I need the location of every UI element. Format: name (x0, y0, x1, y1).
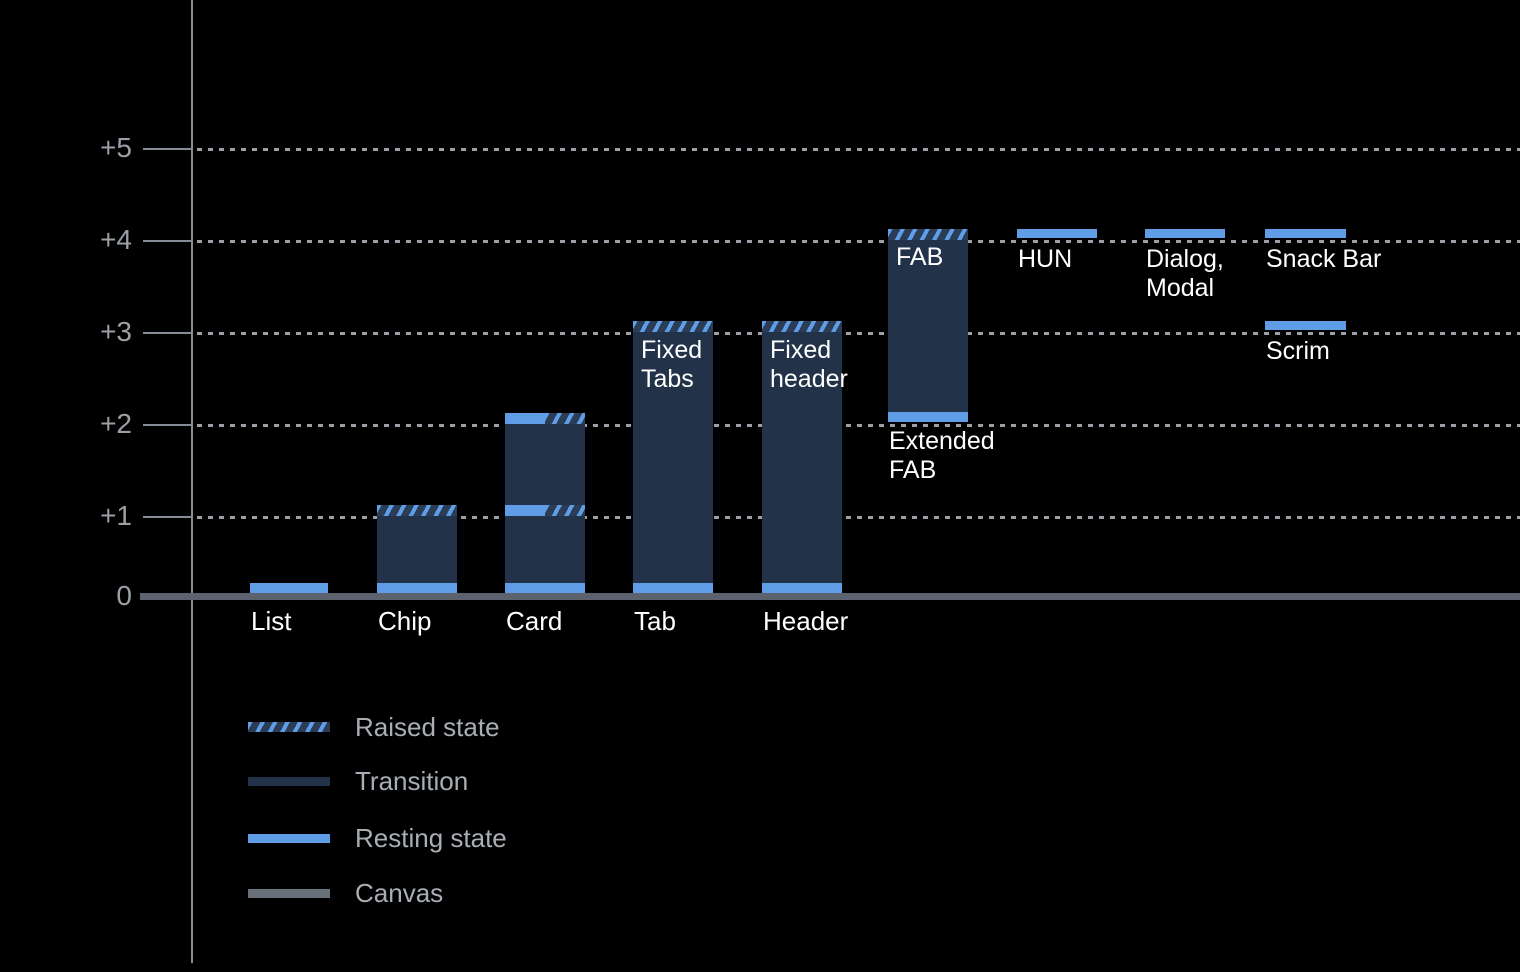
card-band-plus1 (505, 505, 585, 516)
legend-item-canvas: Canvas (248, 877, 443, 909)
gridline-plus5 (197, 148, 1520, 151)
raised-state-label: Raised state (355, 711, 500, 742)
ytick-label-plus1: +1 (100, 500, 132, 531)
dialog-modal-resting-band (1145, 229, 1225, 238)
ytick-label-zero: 0 (116, 580, 132, 611)
bar-snack-bar: Snack Bar (1265, 0, 1381, 972)
legend-item-transition: Transition (248, 765, 468, 797)
gridline-plus1 (197, 516, 1520, 519)
bar-scrim: Scrim (1265, 0, 1346, 972)
tick-plus5 (143, 148, 193, 150)
card-raised-band-plus1 (545, 505, 585, 516)
chip-raised-band (377, 505, 457, 516)
resting-state-label: Resting state (355, 822, 507, 853)
transition-swatch (248, 776, 330, 786)
header-resting-band (762, 583, 842, 593)
bar-header: Fixed header Header (762, 0, 848, 972)
fab-raised-band (888, 229, 968, 240)
ytick-label-plus5: +5 (100, 132, 132, 163)
y-axis-line (191, 0, 193, 963)
card-transition-upper (505, 424, 585, 505)
card-resting-band (505, 583, 585, 593)
hun-label: HUN (1018, 245, 1073, 273)
bar-label-card: Card (506, 606, 563, 636)
scrim-label: Scrim (1266, 337, 1330, 365)
bar-list: List (250, 0, 328, 972)
list-resting-band (250, 583, 328, 593)
tab-raised-band (633, 321, 713, 332)
legend-item-raised-state: Raised state (248, 711, 500, 743)
bar-tab: Fixed Tabs Tab (633, 0, 713, 972)
card-resting-band-plus2 (505, 413, 545, 424)
bar-chip: Chip (377, 0, 457, 972)
ytick-label-plus3: +3 (100, 316, 132, 347)
canvas-line (140, 593, 1520, 600)
resting-state-swatch (248, 833, 330, 843)
fab-label: FAB (896, 243, 944, 271)
canvas-label: Canvas (355, 877, 444, 908)
header-transition (762, 332, 842, 583)
tab-resting-band (633, 583, 713, 593)
card-transition-lower (505, 516, 585, 583)
tick-plus4 (143, 240, 193, 242)
card-raised-band-plus2 (545, 413, 585, 424)
ytick-label-plus2: +2 (100, 408, 132, 439)
bar-hun: HUN (1017, 0, 1097, 972)
bar-label-tab: Tab (634, 606, 676, 636)
raised-state-swatch (248, 722, 330, 732)
legend-item-resting-state: Resting state (248, 822, 507, 854)
tick-plus1 (143, 516, 193, 518)
tab-transition (633, 332, 713, 583)
header-raised-band (762, 321, 842, 332)
snack-bar-label: Snack Bar (1266, 245, 1382, 273)
bar-extended-fab: FAB Extended FAB (888, 0, 995, 972)
gridline-plus4 (197, 240, 1520, 243)
canvas-swatch (248, 888, 330, 898)
card-band-plus2 (505, 413, 585, 424)
transition-label: Transition (355, 765, 469, 796)
scrim-resting-band (1265, 321, 1346, 330)
bar-label-list: List (251, 606, 292, 636)
chip-transition (377, 516, 457, 583)
extended-fab-label: Extended FAB (889, 427, 995, 484)
ytick-label-plus4: +4 (100, 224, 132, 255)
fixed-header-label: Fixed header (770, 336, 848, 393)
dialog-modal-label: Dialog, Modal (1146, 245, 1224, 302)
tick-plus3 (143, 332, 193, 334)
fixed-tabs-label: Fixed Tabs (641, 336, 703, 393)
bar-label-header: Header (763, 606, 849, 636)
bar-label-chip: Chip (378, 606, 432, 636)
fab-transition (888, 240, 968, 412)
gridline-plus2 (197, 424, 1520, 427)
tick-plus2 (143, 424, 193, 426)
extended-fab-resting-band (888, 412, 968, 422)
bar-dialog-modal: Dialog, Modal (1145, 0, 1225, 972)
gridline-plus3 (197, 332, 1520, 335)
hun-resting-band (1017, 229, 1097, 238)
chip-resting-band (377, 583, 457, 593)
card-resting-band-plus1 (505, 505, 545, 516)
bar-card: Card (505, 0, 585, 972)
snack-bar-resting-band (1265, 229, 1346, 238)
